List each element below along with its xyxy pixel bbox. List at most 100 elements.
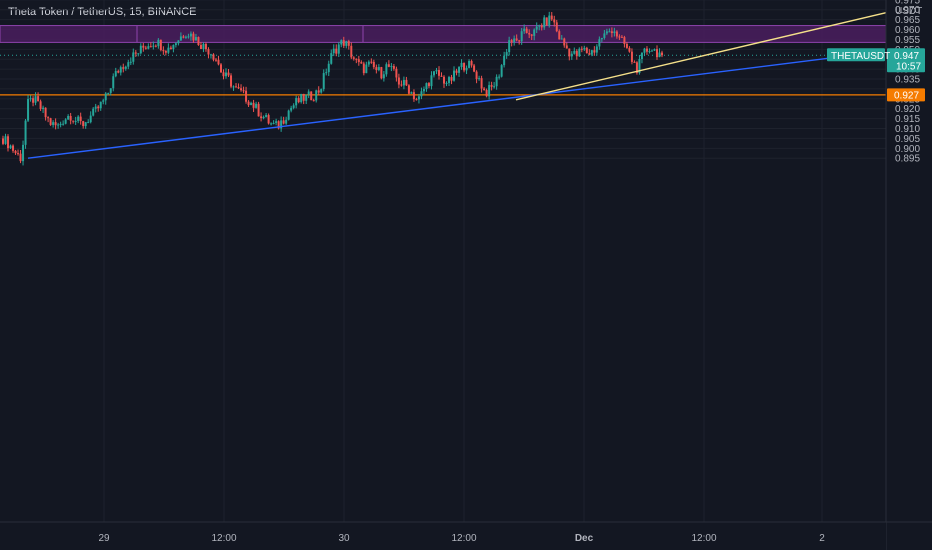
candle-body <box>72 120 75 122</box>
candle-body <box>432 71 435 76</box>
time-tick-label: 12:00 <box>451 533 476 544</box>
candle-body <box>307 91 310 95</box>
candle-body <box>320 89 323 93</box>
candle-body <box>375 67 378 71</box>
candle-body <box>513 38 516 43</box>
candle-body <box>620 36 623 38</box>
candle-body <box>49 118 52 125</box>
trendline-yellow[interactable] <box>515 12 887 101</box>
candle-body <box>37 96 40 102</box>
candle-body <box>99 101 102 109</box>
price-tick-label: 0.905 <box>895 134 920 145</box>
price-tick-label: 0.975 <box>895 0 920 6</box>
time-tick-label: Dec <box>575 533 594 544</box>
candle-body <box>475 71 478 80</box>
candle-body <box>437 70 440 76</box>
candle-body <box>290 107 293 111</box>
candle-body <box>139 45 142 54</box>
candle-body <box>625 43 628 48</box>
candle-body <box>214 59 217 61</box>
trendline-blue[interactable] <box>27 52 869 159</box>
candle-body <box>242 90 245 92</box>
candle-body <box>157 39 160 47</box>
candle-body <box>310 91 313 101</box>
candle-body <box>535 26 538 30</box>
candle-body <box>204 43 207 50</box>
candle-body <box>222 72 225 77</box>
candle-body <box>650 50 653 52</box>
symbol-tag[interactable] <box>827 48 885 62</box>
candle-body <box>297 98 300 103</box>
last-price-tag <box>887 48 925 73</box>
candle-body <box>87 122 90 124</box>
time-tick-label: 12:00 <box>691 533 716 544</box>
candle-body <box>445 82 448 84</box>
candle-body <box>357 59 360 63</box>
candle-body <box>658 52 661 58</box>
candle-body <box>540 25 543 28</box>
candle-body <box>7 136 10 149</box>
candle-body <box>508 40 511 53</box>
candle-body <box>14 150 17 154</box>
price-tick-label: 0.895 <box>895 154 920 165</box>
candle-body <box>450 77 453 81</box>
candle-body <box>232 86 235 88</box>
candle-body <box>448 77 451 83</box>
countdown-text: 10:57 <box>896 61 921 72</box>
candle-body <box>615 31 618 37</box>
candle-body <box>182 36 185 38</box>
candle-body <box>483 88 486 91</box>
candle-body <box>470 61 473 66</box>
candle-body <box>417 96 420 100</box>
candle-body <box>94 106 97 109</box>
candle-body <box>520 31 523 42</box>
candle-body <box>585 47 588 54</box>
candle-body <box>154 45 157 47</box>
price-axis-unit: USDT <box>895 6 922 17</box>
candle-body <box>332 48 335 54</box>
candle-body <box>518 40 521 42</box>
candle-body <box>580 48 583 50</box>
candle-body <box>538 25 541 27</box>
candle-body <box>2 138 4 144</box>
candle-body <box>17 153 20 155</box>
last-price-text: 0.947 <box>894 51 919 62</box>
candle-body <box>102 100 105 102</box>
candle-body <box>635 62 638 74</box>
candle-body <box>510 40 513 43</box>
candle-body <box>209 54 212 56</box>
candle-body <box>593 50 596 53</box>
candle-body <box>235 86 238 88</box>
candle-body <box>104 93 107 101</box>
candle-body <box>247 101 250 106</box>
candle-body <box>410 92 413 94</box>
candle-body <box>335 48 338 54</box>
candle-body <box>382 74 385 79</box>
candle-body <box>603 33 606 38</box>
price-tick-label: 0.960 <box>895 25 920 36</box>
candle-body <box>560 38 563 40</box>
candle-body <box>57 124 60 126</box>
candle-body <box>219 64 222 73</box>
candle-body <box>12 145 15 151</box>
candle-body <box>422 89 425 92</box>
resistance-zone[interactable] <box>0 25 887 43</box>
candle-body <box>89 115 92 123</box>
chart-title: Theta Token / TetherUS, 15, BINANCE <box>8 6 197 18</box>
candle-body <box>67 116 70 120</box>
candle-body <box>345 41 348 46</box>
candle-body <box>600 37 603 40</box>
candle-body <box>194 37 197 41</box>
candle-body <box>192 33 195 41</box>
candle-body <box>643 48 646 53</box>
candle-body <box>262 116 265 119</box>
candle-body <box>114 71 117 77</box>
candle-body <box>202 43 205 49</box>
candle-body <box>395 68 398 78</box>
candle-body <box>530 34 533 36</box>
candle-body <box>485 90 488 97</box>
candle-body <box>285 119 288 124</box>
candle-body <box>420 91 423 97</box>
candle-body <box>62 123 65 125</box>
